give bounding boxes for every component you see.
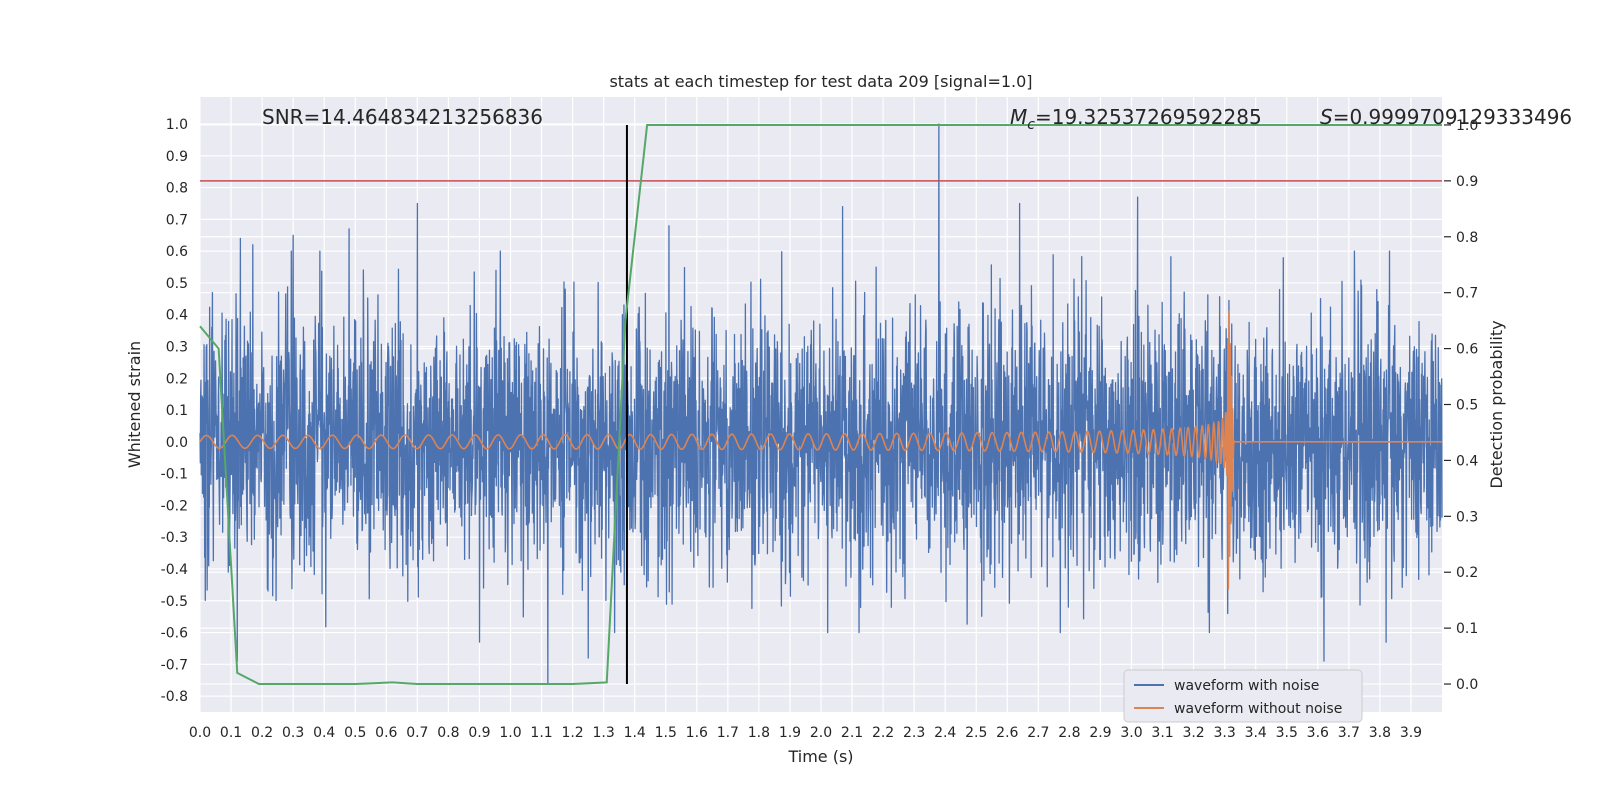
x-tick-label: 0.5 xyxy=(344,725,366,741)
x-tick-label: 2.5 xyxy=(965,725,987,741)
chirp-waveform-line xyxy=(199,310,1442,590)
y-tick-label: -0.2 xyxy=(161,498,188,514)
y-tick-label: -0.7 xyxy=(161,657,188,673)
legend-entry-waveform-with-noise: waveform with noise xyxy=(1174,678,1319,694)
detection-probability-line xyxy=(199,123,1442,686)
reference-lines xyxy=(200,124,1442,685)
x-tick-label: 3.7 xyxy=(1338,725,1360,741)
x-tick-label: 0.9 xyxy=(468,725,490,741)
x-tick-label: 1.7 xyxy=(717,725,739,741)
x-tick-label: 3.1 xyxy=(1151,725,1173,741)
x-tick-label: 3.0 xyxy=(1120,725,1142,741)
y-tick-label: -0.3 xyxy=(161,530,188,546)
chart-title: stats at each timestep for test data 209… xyxy=(609,72,1032,91)
x-tick-label: 1.9 xyxy=(779,725,801,741)
axis-ticks: 0.0 0.1 0.2 0.3 0.4 0.5 0.6 0.7 0.8 0.9 1.0 1.1 1.2 1… xyxy=(161,117,1479,741)
x-tick-label: 2.2 xyxy=(872,725,894,741)
x-tick-label: 2.8 xyxy=(1058,725,1080,741)
x-tick-label: 2.6 xyxy=(996,725,1018,741)
y-tick-label: 0.4 xyxy=(166,308,188,324)
x-tick-label: 0.0 xyxy=(189,725,211,741)
legend-box xyxy=(1123,669,1363,723)
x-tick-label: 3.8 xyxy=(1369,725,1391,741)
x-tick-label: 0.3 xyxy=(282,725,304,741)
x-tick-label: 1.5 xyxy=(655,725,677,741)
x-tick-label: 3.4 xyxy=(1245,725,1267,741)
x-tick-label: 3.3 xyxy=(1214,725,1236,741)
score-value: =0.9999709129333496 xyxy=(1333,105,1572,129)
x-tick-label: 1.0 xyxy=(499,725,521,741)
series-detection-probability xyxy=(199,123,1442,686)
x-tick-label: 1.6 xyxy=(686,725,708,741)
x-tick-label: 3.2 xyxy=(1182,725,1204,741)
chirp-mass-annotation: Mc=19.32537269592285 xyxy=(1010,105,1262,133)
y-tick-label: 0.0 xyxy=(166,435,188,451)
x-tick-label: 3.6 xyxy=(1307,725,1329,741)
y2-tick-label: 0.2 xyxy=(1456,565,1478,581)
y-tick-label: -0.1 xyxy=(161,467,188,483)
x-tick-label: 0.6 xyxy=(375,725,397,741)
y-tick-label: -0.6 xyxy=(161,626,188,642)
x-tick-label: 0.1 xyxy=(220,725,242,741)
x-tick-label: 0.2 xyxy=(251,725,273,741)
score-annotation: S=0.9999709129333496 xyxy=(1320,105,1572,129)
x-axis-label: Time (s) xyxy=(787,747,853,766)
y2-axis-label: Detection probability xyxy=(1487,320,1506,488)
noise-waveform-line xyxy=(199,123,1443,685)
y-tick-label: 0.1 xyxy=(166,403,188,419)
x-tick-label: 2.0 xyxy=(810,725,832,741)
y2-tick-label: 0.3 xyxy=(1456,509,1478,525)
series-waveform-with-noise xyxy=(199,123,1443,685)
y-tick-label: 0.5 xyxy=(166,276,188,292)
x-tick-label: 2.9 xyxy=(1089,725,1111,741)
score-symbol: S xyxy=(1320,105,1333,129)
chirp-mass-symbol: M xyxy=(1010,105,1027,129)
y-axis-label: Whitened strain xyxy=(125,341,144,468)
y2-tick-label: 0.5 xyxy=(1456,398,1478,414)
y-tick-label: 0.6 xyxy=(166,244,188,260)
y2-tick-label: 0.7 xyxy=(1456,286,1478,302)
x-tick-label: 1.8 xyxy=(748,725,770,741)
x-tick-label: 2.1 xyxy=(841,725,863,741)
y-tick-label: 0.3 xyxy=(166,339,188,355)
x-tick-label: 1.3 xyxy=(593,725,615,741)
x-tick-label: 2.4 xyxy=(934,725,956,741)
y-tick-label: 0.7 xyxy=(166,212,188,228)
snr-annotation: SNR=14.464834213256836 xyxy=(262,105,543,129)
y2-tick-label: 0.1 xyxy=(1456,621,1478,637)
y2-tick-label: 0.0 xyxy=(1456,677,1478,693)
series-waveform-without-noise xyxy=(199,310,1442,590)
y2-tick-label: 0.4 xyxy=(1456,453,1478,469)
x-tick-label: 1.2 xyxy=(561,725,583,741)
y-tick-label: 1.0 xyxy=(166,117,188,133)
y-tick-label: -0.5 xyxy=(161,594,188,610)
x-tick-label: 3.9 xyxy=(1400,725,1422,741)
y-tick-label: -0.8 xyxy=(161,689,188,705)
y2-tick-label: 0.6 xyxy=(1456,342,1478,358)
x-tick-label: 0.8 xyxy=(437,725,459,741)
y-tick-label: 0.8 xyxy=(166,181,188,197)
x-tick-label: 0.4 xyxy=(313,725,335,741)
x-tick-label: 1.1 xyxy=(530,725,552,741)
x-tick-label: 3.5 xyxy=(1276,725,1298,741)
y-tick-label: -0.4 xyxy=(161,562,188,578)
chirp-mass-subscript: c xyxy=(1027,117,1035,133)
y2-tick-label: 1.0 xyxy=(1456,118,1478,134)
y-tick-label: 0.9 xyxy=(166,149,188,165)
x-tick-label: 0.7 xyxy=(406,725,428,741)
legend: waveform with noise waveform without noi… xyxy=(1123,669,1363,723)
chirp-mass-value: =19.32537269592285 xyxy=(1035,105,1262,129)
y-tick-label: 0.2 xyxy=(166,371,188,387)
x-tick-label: 2.3 xyxy=(903,725,925,741)
y2-tick-label: 0.8 xyxy=(1456,230,1478,246)
y2-tick-label: 0.9 xyxy=(1456,174,1478,190)
x-tick-label: 1.4 xyxy=(624,725,646,741)
legend-entry-waveform-without-noise: waveform without noise xyxy=(1174,701,1342,717)
x-tick-label: 2.7 xyxy=(1027,725,1049,741)
